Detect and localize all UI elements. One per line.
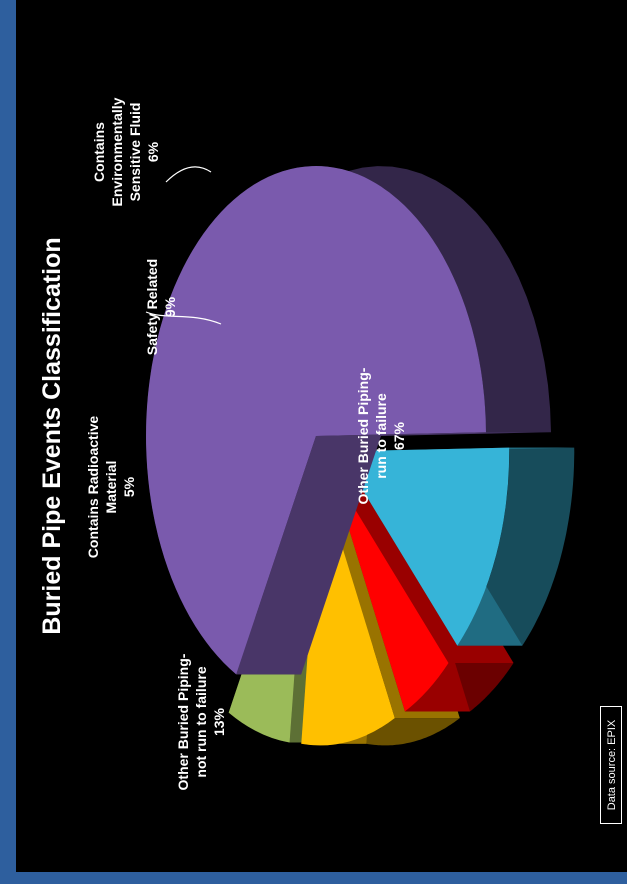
pie-layer	[146, 166, 575, 746]
slice-label-safety-related: Safety Related 9%	[144, 259, 178, 355]
pie-slice-wall-other-buried-piping-run-to-failure-0	[236, 436, 381, 675]
slide-background: Buried Pipe Events Classification Other …	[16, 0, 627, 872]
slice-label-contains-environmentally-sensitive-fluid: Contains Environmentally Sensitive Fluid 6%	[91, 97, 161, 206]
leader-line-safety-related	[145, 311, 222, 325]
pie-slice-top-contains-radioactive-material	[330, 468, 449, 712]
pie-slice-other-buried-piping-not-run-to-failure	[339, 447, 575, 646]
bottom-bar	[0, 872, 627, 884]
chart-title: Buried Pipe Events Classification	[38, 237, 66, 634]
label-layer: Other Buried Piping-run to failure 67% Oth…	[85, 97, 407, 790]
slice-label-contains-radioactive-material: Contains Radioactive Material 5%	[85, 416, 137, 559]
pie-slice-top-other-buried-piping-run-to-failure	[146, 166, 486, 675]
data-source-text: Data source: EPIX	[606, 719, 618, 810]
pie-slice-wall-other-buried-piping-run-to-failure-1	[316, 432, 551, 436]
pie-slice-top-other-buried-piping-not-run-to-failure	[339, 447, 510, 646]
leader-line-environmental	[165, 166, 212, 183]
pie-slice-other-buried-piping-run-to-failure	[146, 166, 551, 675]
data-source-box: Data source: EPIX	[600, 706, 622, 824]
pie-slice-side-safety-related	[301, 718, 460, 746]
slice-label-other-buried-piping-run-to-failure: Other Buried Piping-run to failure 67%	[355, 367, 407, 504]
pie-chart: Buried Pipe Events Classification Other …	[38, 97, 575, 790]
slice-label-other-buried-piping-not-run-to-failure: Other Buried Piping-not run to failure 13…	[175, 653, 227, 790]
